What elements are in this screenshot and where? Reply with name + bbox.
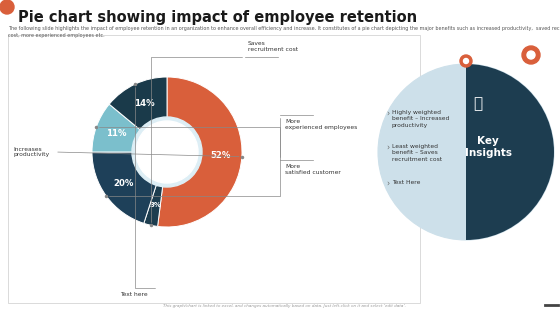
Text: 20%: 20%	[113, 179, 133, 188]
Text: More
satisfied customer: More satisfied customer	[285, 164, 341, 175]
Text: Least weighted
benefit – Saves
recruitment cost: Least weighted benefit – Saves recruitme…	[392, 144, 442, 162]
Text: ›: ›	[386, 180, 389, 189]
Text: The following slide highlights the impact of employee retention in an organizati: The following slide highlights the impac…	[8, 26, 560, 37]
Circle shape	[527, 51, 535, 59]
Bar	[8, 35, 420, 303]
Text: ›: ›	[386, 110, 389, 119]
Text: Increases
productivity: Increases productivity	[13, 146, 49, 158]
Wedge shape	[109, 77, 167, 131]
Wedge shape	[144, 183, 163, 226]
Circle shape	[464, 59, 469, 64]
Text: Highly weighted
benefit – Increased
productivity: Highly weighted benefit – Increased prod…	[392, 110, 449, 128]
Circle shape	[378, 64, 554, 240]
Text: Text here: Text here	[120, 292, 148, 297]
Text: This graph/chart is linked to excel, and changes automatically based on data. Ju: This graph/chart is linked to excel, and…	[162, 304, 405, 308]
Circle shape	[522, 46, 540, 64]
Text: Saves
recruitment cost: Saves recruitment cost	[248, 41, 298, 52]
Text: 3%: 3%	[149, 202, 161, 208]
Wedge shape	[466, 64, 554, 240]
Circle shape	[460, 55, 472, 67]
Circle shape	[0, 0, 14, 14]
Wedge shape	[92, 152, 157, 223]
Circle shape	[132, 117, 202, 187]
Wedge shape	[157, 77, 242, 227]
Circle shape	[136, 121, 198, 183]
Text: ›: ›	[386, 144, 389, 153]
Text: 52%: 52%	[211, 151, 231, 160]
Text: Pie chart showing impact of employee retention: Pie chart showing impact of employee ret…	[18, 10, 417, 25]
Text: More
experienced employees: More experienced employees	[285, 119, 357, 130]
Text: Key
Insights: Key Insights	[464, 136, 511, 158]
Text: Text Here: Text Here	[392, 180, 421, 185]
Text: 11%: 11%	[106, 129, 127, 138]
Wedge shape	[92, 104, 142, 152]
Text: 14%: 14%	[134, 99, 155, 108]
Text: 🚶: 🚶	[473, 96, 483, 112]
